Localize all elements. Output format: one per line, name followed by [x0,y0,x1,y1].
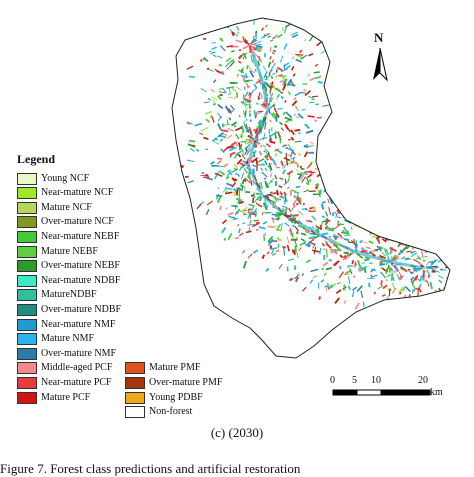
scale-tick-0: 0 [330,375,335,386]
scale-tick-20: 20 [418,375,428,386]
legend-item: Over-mature NDBF [17,303,121,316]
legend: Legend Young NCF Near-mature NCF Mature NC… [17,152,257,412]
legend-label: Near-mature NDBF [41,275,121,287]
legend-item: MatureNDBF [17,289,97,302]
legend-label: Near-mature PCF [41,377,112,389]
north-arrow-icon [365,30,395,86]
legend-swatch [17,377,37,389]
legend-swatch [17,216,37,228]
legend-swatch [17,231,37,243]
legend-swatch [17,187,37,199]
legend-label: Mature PCF [41,392,90,404]
legend-item: Young NCF [17,172,89,185]
legend-item: Mature NCF [17,201,92,214]
legend-label: Mature NEBF [41,246,98,258]
legend-label: Over-mature NMF [41,348,116,360]
legend-swatch [17,275,37,287]
legend-title: Legend [17,152,55,167]
legend-swatch [17,319,37,331]
scale-tick-5: 5 [352,375,357,386]
legend-label: Near-mature NMF [41,319,116,331]
legend-swatch [125,362,145,374]
legend-swatch [17,289,37,301]
legend-item: Over-mature PMF [125,376,222,389]
legend-label: MatureNDBF [41,289,97,301]
legend-swatch [125,377,145,389]
legend-swatch [125,392,145,404]
legend-item: Near-mature NEBF [17,230,119,243]
legend-item: Over-mature NEBF [17,260,120,273]
legend-swatch [17,348,37,360]
legend-swatch [17,260,37,272]
legend-item: Near-mature PCF [17,376,112,389]
legend-swatch [17,333,37,345]
scale-bar: 0 5 10 20 km [330,375,455,405]
legend-label: Near-mature NEBF [41,231,119,243]
legend-label: Over-mature PMF [149,377,222,389]
legend-swatch [17,304,37,316]
legend-item: Near-mature NDBF [17,274,121,287]
legend-item: Middle-aged PCF [17,362,112,375]
legend-label: Over-mature NEBF [41,260,120,272]
legend-item: Over-mature NCF [17,216,114,229]
legend-label: Near-mature NCF [41,187,113,199]
legend-swatch [17,362,37,374]
legend-swatch [17,173,37,185]
legend-label: Young PDBF [149,392,203,404]
legend-item: Mature PCF [17,391,90,404]
legend-item: Mature NMF [17,333,94,346]
legend-label: Young NCF [41,173,89,185]
legend-label: Over-mature NDBF [41,304,121,316]
legend-item: Near-mature NCF [17,187,113,200]
legend-label: Middle-aged PCF [41,362,112,374]
figure-title-line: Figure 7. Forest class predictions and a… [0,461,474,477]
legend-label: Mature PMF [149,362,200,374]
legend-swatch [17,202,37,214]
legend-item: Over-mature NMF [17,347,116,360]
legend-item: Young PDBF [125,391,203,404]
legend-swatch [17,246,37,258]
north-arrow: N [365,30,395,86]
legend-item: Mature PMF [125,362,200,375]
legend-item: Near-mature NMF [17,318,116,331]
scale-tick-10: 10 [371,375,381,386]
legend-label: Over-mature NCF [41,216,114,228]
legend-swatch [17,392,37,404]
legend-label: Non-forest [149,406,192,418]
scale-bar-graphic [332,388,437,398]
figure-caption: (c) (2030) [0,425,474,441]
legend-swatch [125,406,145,418]
legend-label: Mature NMF [41,333,94,345]
legend-label: Mature NCF [41,202,92,214]
legend-item: Non-forest [125,406,192,419]
legend-item: Mature NEBF [17,245,98,258]
